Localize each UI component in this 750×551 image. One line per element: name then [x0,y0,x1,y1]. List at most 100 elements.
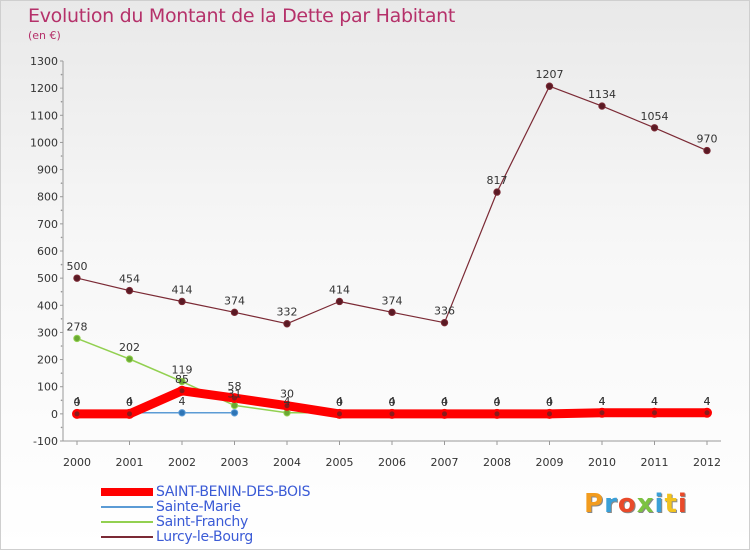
y-tick-label: 1000 [30,136,58,149]
series-point-0-dot [127,411,132,417]
y-minor-tick [60,290,63,293]
data-label: 4 [494,395,501,408]
data-label: 374 [224,294,245,307]
data-label: 332 [277,306,298,319]
y-tick-label: 500 [37,272,58,285]
data-label: 4 [126,395,133,408]
y-tick-label: 800 [37,191,58,204]
y-minor-tick [60,155,63,157]
series-point-2 [230,401,239,410]
series-point-3 [650,124,659,132]
y-minor-tick [60,372,63,374]
series-point-0-dot [652,410,657,416]
x-tick-label: 2010 [588,456,616,469]
series-point-3 [125,286,134,295]
data-label: 336 [434,305,455,318]
series-point-2 [125,355,134,363]
data-label: 0 [441,396,448,409]
legend-label: SAINT-BENIN-DES-BOIS [156,484,311,500]
y-tick-label: -100 [33,435,58,448]
series-point-3 [545,82,554,90]
series-point-3 [230,308,239,317]
y-minor-tick [60,426,63,429]
data-label: 4 [704,395,711,408]
legend-label: Saint-Franchy [156,514,248,530]
series-point-0-dot [494,411,500,417]
series-point-0-dot [704,410,710,416]
legend-label: Sainte-Marie [156,499,241,515]
y-tick-label: 900 [37,164,58,177]
series-point-0-dot [284,403,290,409]
data-label: 374 [382,294,403,307]
data-label: 4 [74,395,81,408]
series-point-3 [598,102,606,110]
data-label: 1207 [536,68,564,81]
y-minor-tick [60,345,63,347]
data-label: 4 [336,395,343,408]
data-label: 0 [74,396,81,409]
series-point-0-dot [547,411,552,417]
series-point-2 [178,377,186,386]
data-label: 4 [599,395,606,408]
x-tick-label: 2005 [326,456,354,469]
data-label: 119 [172,364,193,377]
data-label: 4 [651,395,658,408]
data-label: 4 [284,395,291,408]
series-point-0-dot [599,410,605,416]
data-label: 202 [119,341,140,354]
y-tick-label: 1200 [30,82,58,95]
logo-letter: i [677,489,688,519]
data-label: 4 [179,395,186,408]
legend-swatch [101,488,153,496]
x-tick-label: 2001 [116,456,144,469]
x-tick-label: 2006 [378,456,406,469]
y-tick-label: 1100 [30,109,58,122]
data-label: 4 [651,395,658,408]
logo-letter: o [617,489,637,519]
y-tick-label: 0 [51,408,58,421]
series-point-2 [73,334,81,343]
data-label: 454 [119,273,140,286]
series-point-0-dot [232,395,237,401]
y-tick-label: 600 [37,245,58,258]
data-label: 0 [389,396,396,409]
proxiti-logo: Proxiti [584,489,688,519]
x-tick-label: 2004 [273,456,301,469]
data-label: 414 [172,283,193,296]
x-tick-label: 2012 [693,456,721,469]
logo-letter: P [584,489,605,519]
series-point-3 [493,188,501,196]
series-point-0-dot [74,411,80,417]
series-point-0-dot [389,411,395,417]
data-label: 0 [546,396,553,409]
y-minor-tick [60,73,63,76]
series-point-1 [230,409,239,417]
x-tick-label: 2000 [63,456,91,469]
data-label: 30 [280,388,294,401]
legend-swatch [101,521,153,523]
x-tick-label: 2003 [221,456,249,469]
data-label: 278 [67,320,88,333]
y-minor-tick [60,128,63,130]
x-tick-label: 2008 [483,456,511,469]
legend-label: Lurcy-le-Bourg [156,529,253,545]
y-tick-label: 700 [37,218,58,231]
chart-subtitle: (en €) [28,29,61,42]
x-tick-label: 2011 [641,456,669,469]
data-label: 414 [329,283,350,296]
y-tick-label: 300 [37,326,58,339]
series-point-3 [73,274,81,282]
series-point-3 [388,308,396,317]
y-tick-label: 1300 [30,55,58,68]
logo-letter: r [604,489,618,519]
x-tick-label: 2007 [431,456,459,469]
series-point-0-dot [337,411,342,417]
x-tick-label: 2002 [168,456,196,469]
y-minor-tick [60,209,63,212]
series-point-0-dot [442,411,447,417]
y-minor-tick [60,100,63,103]
series-point-3 [703,146,711,155]
series-point-3 [178,297,186,306]
data-label: 4 [389,395,396,408]
y-minor-tick [60,182,63,184]
